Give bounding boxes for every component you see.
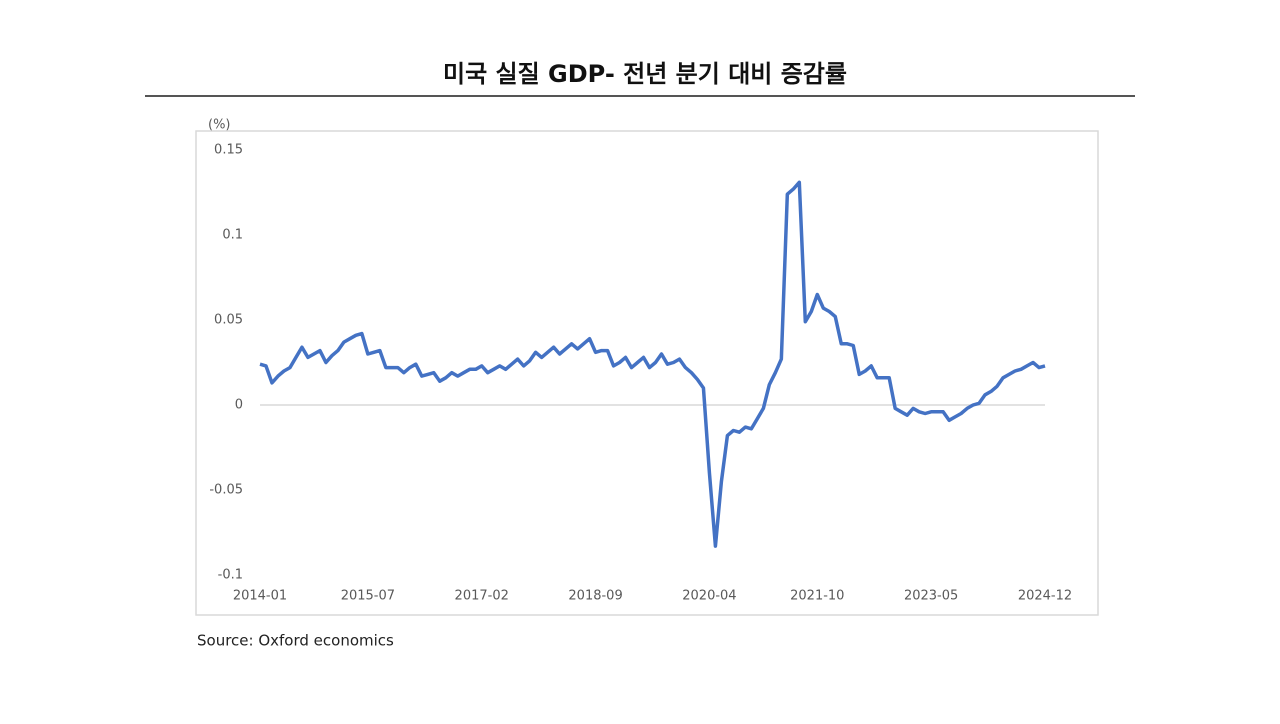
x-tick-label: 2021-10: [790, 589, 844, 604]
x-tick-label: 2015-07: [341, 589, 395, 604]
y-tick-label: 0.1: [222, 228, 243, 243]
y-tick-label: -0.1: [218, 568, 243, 583]
y-tick-label: -0.05: [209, 483, 243, 498]
y-tick-label: 0.05: [214, 313, 243, 328]
x-tick-label: 2023-05: [904, 589, 958, 604]
y-tick-label: 0: [235, 398, 243, 413]
data-line: [259, 180, 1046, 548]
x-tick-label: 2014-01: [233, 589, 287, 604]
y-axis-label: (%): [208, 118, 231, 133]
chart-title: 미국 실질 GDP- 전년 분기 대비 증감률: [443, 60, 847, 88]
source-note: Source: Oxford economics: [197, 632, 394, 650]
x-tick-label: 2020-04: [682, 589, 736, 604]
plot-frame: [195, 130, 1099, 616]
y-tick-label: 0.15: [214, 143, 243, 158]
x-tick-label: 2024-12: [1018, 589, 1072, 604]
x-tick-label: 2018-09: [568, 589, 622, 604]
x-tick-label: 2017-02: [455, 589, 509, 604]
